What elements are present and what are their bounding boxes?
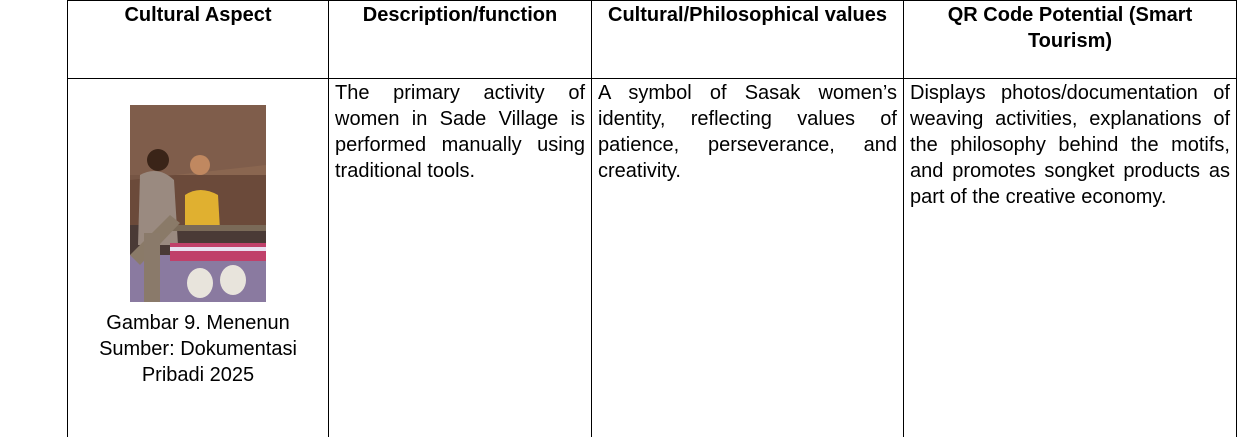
table: Cultural Aspect Description/function Cul… [67,0,1237,437]
photo [130,105,266,302]
caption-line: Sumber: Dokumentasi Pribadi 2025 [74,336,322,388]
caption: Gambar 9. Menenun Sumber: Dokumentasi Pr… [74,310,322,388]
header-cell: QR Code Potential (Smart Tourism) [904,1,1237,79]
header-row: Cultural Aspect Description/function Cul… [68,1,1237,79]
cell: Gambar 9. Menenun Sumber: Dokumentasi Pr… [68,79,329,437]
caption-line: Gambar 9. Menenun [74,310,322,336]
header-cell: Cultural Aspect [68,1,329,79]
cell: The primary activity of women in Sade Vi… [329,79,592,437]
cell: Displays photos/documentation of weaving… [904,79,1237,437]
header-cell: Cultural/Philosophical values [592,1,904,79]
body-row: Gambar 9. Menenun Sumber: Dokumentasi Pr… [68,79,1237,437]
document: Cultural Aspect Description/function Cul… [67,0,1236,436]
cell: A symbol of Sasak women’s identity, refl… [592,79,904,437]
header-cell: Description/function [329,1,592,79]
